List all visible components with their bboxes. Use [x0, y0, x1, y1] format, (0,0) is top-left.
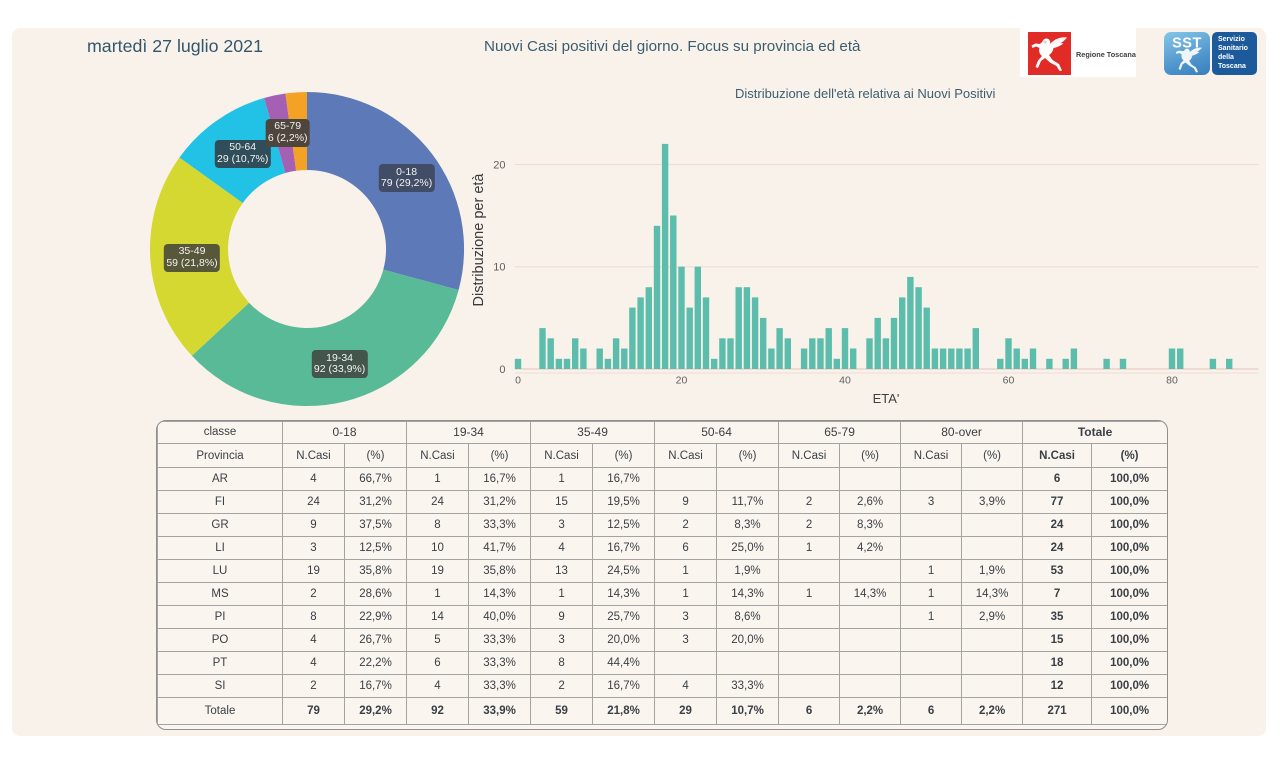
svg-text:20: 20 — [676, 375, 688, 387]
svg-text:SST: SST — [1172, 36, 1202, 52]
svg-text:60: 60 — [1003, 375, 1015, 387]
svg-text:20: 20 — [493, 159, 505, 171]
svg-text:40: 40 — [839, 375, 851, 387]
svg-text:0: 0 — [515, 375, 521, 387]
svg-text:0: 0 — [499, 364, 505, 376]
svg-text:80: 80 — [1166, 375, 1178, 387]
svg-text:10: 10 — [493, 262, 505, 274]
